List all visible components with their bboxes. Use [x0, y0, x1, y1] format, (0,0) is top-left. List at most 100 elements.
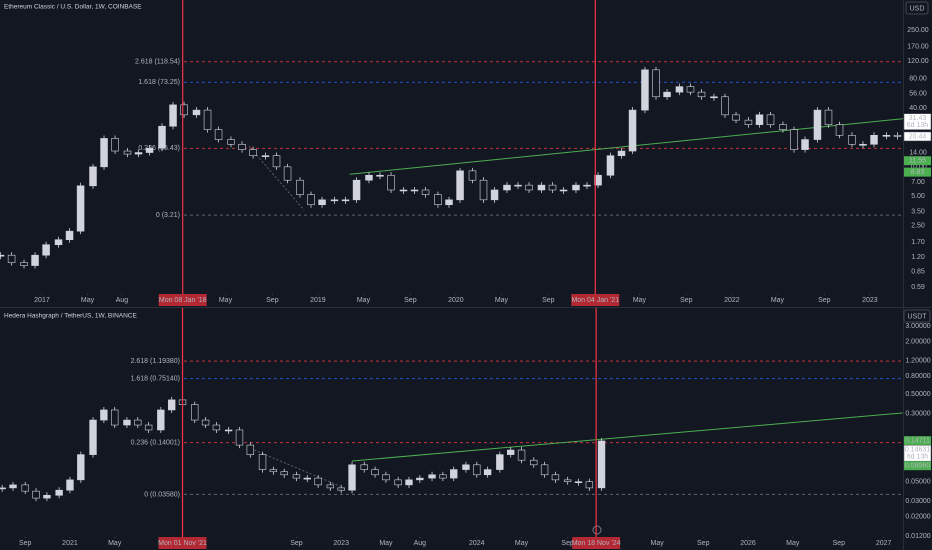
candle — [292, 474, 301, 479]
y-tick-label: 1.20000 — [905, 358, 930, 365]
candle — [89, 166, 97, 187]
candle — [496, 454, 504, 470]
candle — [158, 125, 166, 149]
candle — [540, 464, 549, 476]
x-tick-label: 2026 — [740, 540, 756, 547]
candle — [89, 419, 97, 455]
x-tick-label: Aug — [116, 297, 129, 304]
candle — [180, 104, 188, 116]
candle — [326, 484, 335, 489]
candle — [594, 174, 602, 186]
currency-label[interactable]: USDT — [907, 313, 927, 320]
candle — [307, 194, 315, 206]
candle — [66, 479, 74, 491]
candle — [410, 189, 419, 192]
candle — [848, 135, 856, 145]
candle — [352, 179, 361, 201]
y-tick-label: 1.20 — [911, 254, 925, 261]
y-tick-label: 1.70 — [911, 239, 925, 246]
candle — [20, 262, 28, 266]
candle — [191, 404, 199, 421]
x-tick-label: 2023 — [862, 297, 878, 304]
y-tick-label: 3.00000 — [905, 323, 930, 330]
candle — [169, 104, 177, 127]
price-tag — [904, 167, 931, 177]
candle — [54, 239, 63, 246]
candle — [348, 464, 356, 491]
candle — [507, 449, 515, 455]
trend-line — [349, 118, 904, 175]
candle — [32, 490, 40, 499]
x-tick-label: Sep — [404, 297, 417, 304]
candle — [710, 96, 718, 99]
candle — [303, 477, 311, 480]
candle — [224, 429, 233, 432]
x-tick-label: May — [786, 540, 800, 547]
candle — [483, 469, 492, 476]
candle — [405, 479, 413, 486]
price-tag-label: 8.83 — [911, 169, 925, 176]
price-tag — [904, 436, 931, 446]
candle — [686, 86, 695, 93]
x-tick-label: May — [357, 297, 371, 304]
x-tick-label: May — [379, 540, 393, 547]
currency-button[interactable] — [903, 309, 931, 323]
y-tick-label: 14.00 — [909, 149, 927, 156]
candle — [583, 184, 591, 187]
date-marker-label: Mon 18 Nov '24 — [572, 540, 621, 547]
currency-label[interactable]: USD — [910, 5, 925, 12]
candle — [882, 135, 891, 137]
candle — [318, 199, 326, 206]
candle — [697, 91, 706, 98]
candle — [675, 86, 684, 93]
candle — [123, 150, 132, 155]
candle — [450, 469, 458, 479]
date-marker-box — [571, 294, 620, 306]
y-tick-label: 0.59 — [911, 284, 925, 291]
candle — [514, 184, 522, 187]
candle — [9, 484, 17, 489]
candle — [272, 155, 281, 168]
x-tick-label: 2027 — [876, 540, 892, 547]
candle — [456, 170, 464, 201]
fib-label: 1.618 (73.25) — [138, 79, 180, 86]
y-tick-label: 120.00 — [907, 58, 929, 65]
candle — [721, 96, 729, 116]
candle — [212, 424, 221, 431]
candle — [280, 471, 288, 476]
candle — [479, 179, 488, 201]
y-tick-label: 10.00 — [909, 164, 927, 171]
candle — [21, 484, 29, 492]
candle — [663, 91, 671, 98]
x-tick-label: 2019 — [310, 297, 326, 304]
candle — [246, 444, 255, 455]
candle — [801, 139, 809, 150]
x-tick-label: 2020 — [448, 297, 464, 304]
candle — [606, 155, 615, 176]
y-tick-label: 0.50000 — [905, 391, 930, 398]
price-tag-label: 20.44 — [909, 133, 927, 140]
x-tick-label: Sep — [266, 297, 279, 304]
candle — [227, 139, 235, 145]
currency-button[interactable] — [905, 1, 929, 15]
price-tag — [903, 131, 932, 142]
candle — [238, 143, 246, 150]
event-icon[interactable] — [592, 525, 602, 535]
candle — [145, 147, 154, 153]
candle — [371, 469, 379, 476]
price-tag-label: 11.55 — [909, 158, 926, 165]
candle — [382, 474, 390, 481]
price-tag — [904, 461, 931, 471]
y-tick-label: 80.00 — [909, 75, 927, 82]
candle — [537, 184, 546, 191]
symbol-header: Hedera Hashgraph / TetherUS, 1W, BINANCE — [4, 313, 137, 320]
trend-line — [351, 412, 903, 462]
date-marker-box — [158, 294, 207, 306]
x-tick-label: Sep — [290, 540, 303, 547]
date-marker-box — [158, 537, 207, 549]
candle — [258, 454, 267, 470]
y-tick-label: 0.05000 — [905, 479, 930, 486]
candle — [859, 143, 867, 146]
candle — [824, 109, 833, 125]
candle — [434, 194, 442, 206]
